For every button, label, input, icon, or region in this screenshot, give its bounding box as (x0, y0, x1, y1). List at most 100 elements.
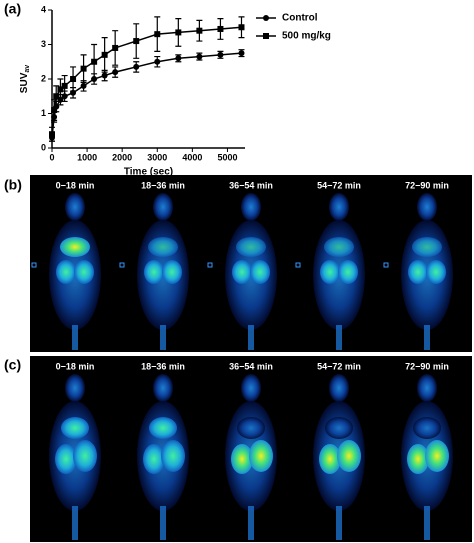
data-point (53, 93, 60, 100)
marker-square (207, 262, 213, 268)
frame-label: 72−90 min (405, 361, 449, 371)
x-tick-label: 0 (49, 152, 54, 162)
mouse-head (329, 193, 349, 221)
legend-marker (263, 33, 269, 39)
organ (237, 417, 265, 439)
data-point (196, 53, 203, 60)
organ (320, 260, 340, 284)
legend-label: 500 mg/kg (282, 31, 331, 42)
mouse-head (417, 374, 437, 402)
data-point (80, 65, 87, 72)
organ (148, 237, 178, 257)
x-tick-label: 3000 (147, 152, 167, 162)
organ (412, 237, 442, 257)
series-line (51, 52, 242, 138)
data-point (133, 38, 140, 45)
mouse-tail (424, 325, 430, 350)
organ (73, 440, 97, 472)
mouse-tail (72, 325, 78, 350)
data-point (51, 107, 58, 114)
mouse-head (65, 374, 85, 402)
organ (55, 444, 77, 474)
data-point (57, 86, 64, 93)
mouse-head (65, 193, 85, 221)
organ (407, 444, 429, 474)
mouse-head (153, 193, 173, 221)
frame-label: 72−90 min (405, 180, 449, 190)
data-point (196, 27, 203, 34)
frame-label: 18−36 min (141, 361, 185, 371)
frame-label: 0−18 min (56, 361, 95, 371)
organ (324, 237, 354, 257)
data-point (61, 82, 68, 89)
mouse-tail (160, 325, 166, 350)
frame-label: 54−72 min (317, 361, 361, 371)
data-point (154, 31, 161, 38)
organ (232, 260, 252, 284)
organ (425, 440, 449, 472)
data-point (49, 131, 55, 138)
frame-label: 18−36 min (141, 180, 185, 190)
frame-label: 36−54 min (229, 361, 273, 371)
y-axis-label: SUVav (19, 65, 31, 93)
marker-square (295, 262, 301, 268)
mouse-tail (248, 325, 254, 350)
y-axis-label-sub: av (24, 65, 31, 73)
pet-images: 0−18 min 18−36 min 36−54 min 54−72 min 72−90… (31, 180, 453, 540)
marker-square (31, 262, 37, 268)
data-point (101, 72, 108, 79)
mouse-head (241, 374, 261, 402)
organ (236, 237, 266, 257)
mouse-tail (72, 506, 78, 540)
organ (325, 417, 353, 439)
frame-label: 0−18 min (56, 180, 95, 190)
y-tick-label: 2 (41, 73, 46, 83)
legend-marker (263, 15, 269, 21)
organ (143, 444, 165, 474)
organ (161, 440, 185, 472)
panel-label: (b) (4, 177, 22, 193)
organ (60, 237, 90, 257)
y-axis-label-main: SUV (19, 72, 30, 93)
data-point (238, 50, 245, 57)
y-tick-label: 1 (41, 108, 46, 118)
mouse-tail (160, 506, 166, 540)
organ (61, 417, 89, 439)
chart: 0 1 2 3 4 0 1000 2000 3000 4000 5000 Time (sec) SUVa… (19, 4, 331, 177)
organ (74, 260, 94, 284)
organ (162, 260, 182, 284)
series-line (51, 26, 242, 135)
y-tick-label: 4 (41, 4, 46, 14)
organ (231, 444, 253, 474)
x-tick-label: 5000 (217, 152, 237, 162)
organ (426, 260, 446, 284)
data-point (133, 63, 140, 70)
x-tick-label: 2000 (112, 152, 132, 162)
marker-square (119, 262, 125, 268)
mouse-head (329, 374, 349, 402)
frame-label: 36−54 min (229, 180, 273, 190)
organ (338, 260, 358, 284)
data-point (112, 44, 119, 51)
organ (250, 260, 270, 284)
data-point (101, 51, 108, 58)
data-point (175, 29, 182, 36)
organ (413, 417, 441, 439)
data-point (70, 76, 77, 82)
data-point (80, 82, 87, 89)
mouse-head (153, 374, 173, 402)
data-point (154, 58, 161, 65)
organ (249, 440, 273, 472)
mouse-tail (336, 506, 342, 540)
organ (319, 444, 341, 474)
organ (144, 260, 164, 284)
panel-label: (a) (4, 1, 21, 17)
organ (149, 417, 177, 439)
data-point (175, 55, 182, 62)
organ (337, 440, 361, 472)
organ (56, 260, 76, 284)
data-point (112, 69, 119, 76)
x-tick-label: 4000 (182, 152, 202, 162)
panel-label: (c) (4, 357, 21, 373)
